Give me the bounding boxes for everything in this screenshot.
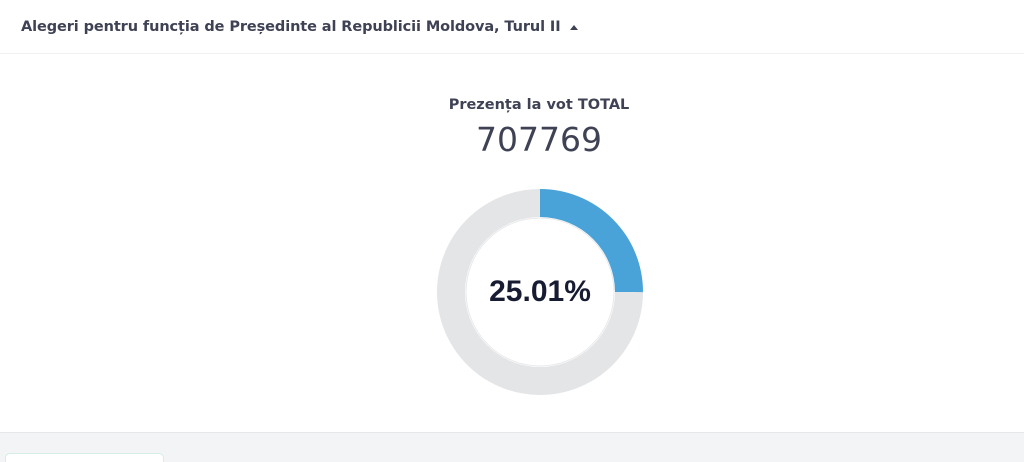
donut-progress-arc: [540, 189, 643, 293]
turnout-label: Prezența la vot TOTAL: [448, 97, 630, 113]
election-panel-header[interactable]: Alegeri pentru funcția de Președinte al …: [0, 0, 1024, 54]
election-title: Alegeri pentru funcția de Președinte al …: [21, 18, 561, 35]
caret-up-icon[interactable]: [569, 24, 578, 30]
footer-band: [0, 432, 1024, 462]
turnout-percent: 25.01%: [489, 275, 591, 308]
turnout-count: 707769: [476, 120, 602, 159]
next-card-edge: [5, 453, 164, 462]
turnout-donut-chart: [437, 189, 643, 395]
turnout-section: Prezența la vot TOTAL 707769 25.01%: [0, 54, 1024, 432]
donut-inner-ring: [465, 217, 615, 367]
